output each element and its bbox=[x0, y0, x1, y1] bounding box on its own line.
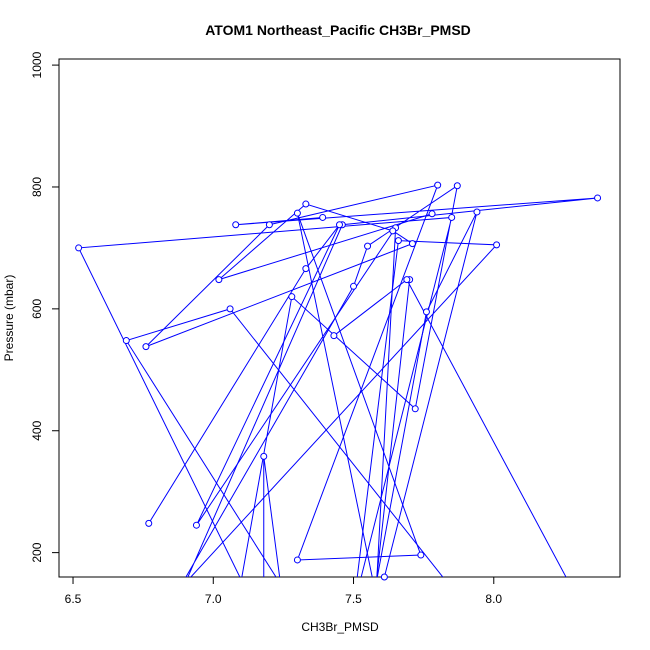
data-point bbox=[142, 343, 150, 351]
data-point bbox=[493, 241, 501, 249]
data-point bbox=[145, 519, 153, 527]
data-point bbox=[288, 293, 296, 301]
data-point bbox=[232, 221, 240, 229]
data-point bbox=[389, 227, 397, 235]
y-axis: 200 400 600 800 1000 bbox=[30, 51, 59, 563]
y-tick-label: 600 bbox=[30, 299, 44, 319]
data-point bbox=[336, 221, 343, 229]
plot-frame bbox=[58, 58, 621, 578]
y-tick-label: 200 bbox=[30, 542, 44, 562]
data-point bbox=[594, 194, 602, 202]
data-point bbox=[75, 244, 83, 252]
series-line-3 bbox=[333, 211, 567, 577]
data-point bbox=[122, 337, 130, 345]
chart-title: ATOM1 Northeast_Pacific CH3Br_PMSD bbox=[205, 22, 471, 38]
data-point bbox=[453, 182, 461, 190]
data-point bbox=[215, 276, 223, 284]
data-point bbox=[302, 200, 310, 208]
x-tick-label: 7.5 bbox=[345, 592, 362, 606]
x-axis: 6.5 7.0 7.5 8.0 bbox=[65, 577, 502, 606]
y-tick-label: 800 bbox=[30, 177, 44, 197]
x-tick-label: 8.0 bbox=[485, 592, 502, 606]
data-point bbox=[350, 282, 358, 290]
data-point bbox=[265, 221, 273, 229]
y-tick-label: 1000 bbox=[30, 51, 44, 78]
x-tick-label: 6.5 bbox=[65, 592, 82, 606]
x-axis-label: CH3Br_PMSD bbox=[301, 620, 379, 634]
series-points bbox=[75, 181, 602, 581]
data-point bbox=[293, 209, 301, 217]
data-point bbox=[394, 237, 402, 245]
data-point bbox=[417, 551, 425, 559]
y-axis-label: Pressure (mbar) bbox=[2, 275, 16, 362]
series-lines bbox=[77, 184, 598, 577]
data-point bbox=[434, 181, 442, 189]
data-point bbox=[364, 242, 372, 250]
data-point bbox=[473, 208, 481, 216]
data-point bbox=[226, 305, 234, 313]
data-point bbox=[380, 573, 388, 581]
data-point bbox=[293, 556, 301, 564]
data-point bbox=[260, 452, 268, 460]
data-point bbox=[428, 210, 436, 218]
y-tick-label: 400 bbox=[30, 420, 44, 440]
x-tick-label: 7.0 bbox=[205, 592, 222, 606]
data-point bbox=[408, 240, 416, 248]
data-point bbox=[448, 213, 456, 221]
data-point bbox=[411, 405, 419, 413]
data-point bbox=[302, 265, 310, 273]
series-line-2 bbox=[145, 184, 439, 577]
data-point bbox=[330, 332, 338, 340]
data-point bbox=[403, 276, 411, 284]
series-line-1 bbox=[77, 184, 598, 577]
data-point bbox=[319, 213, 327, 221]
data-point bbox=[192, 521, 200, 529]
data-point bbox=[422, 308, 430, 316]
